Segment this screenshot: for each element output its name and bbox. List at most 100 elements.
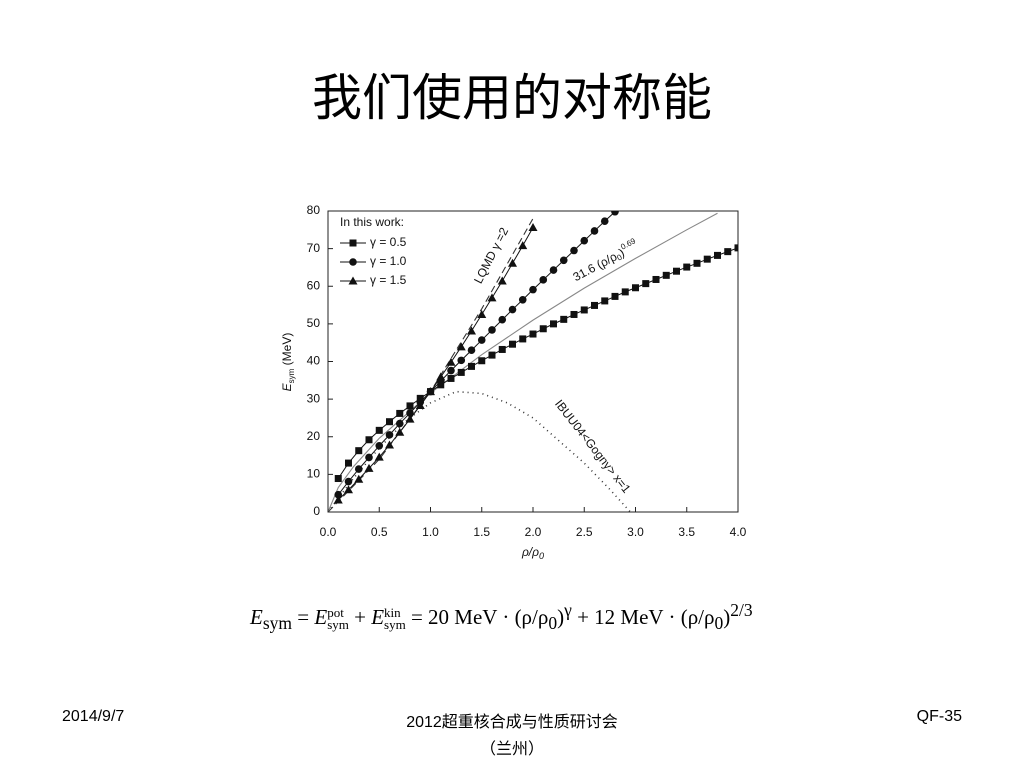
marker bbox=[334, 490, 343, 499]
formula-part: 0 bbox=[548, 613, 558, 634]
y-axis-label: Esym (MeV) bbox=[280, 333, 296, 392]
marker bbox=[611, 292, 619, 300]
marker bbox=[395, 427, 405, 436]
marker bbox=[560, 315, 568, 323]
legend-marker bbox=[348, 276, 358, 285]
formula-part: = 20 MeV · (ρ/ρ bbox=[405, 605, 549, 629]
curve-label-part: 31.6 (ρ/ρ bbox=[571, 249, 620, 284]
marker bbox=[580, 236, 589, 245]
marker bbox=[734, 244, 738, 252]
chart: ρ/ρ0 Esym (MeV) In this work: 0.0 0.5 1.0 1… bbox=[280, 203, 746, 561]
marker bbox=[365, 453, 373, 462]
marker bbox=[446, 357, 456, 366]
curve-label-part: LQMD γ =2 bbox=[471, 225, 511, 286]
formula-stack: kin sym bbox=[384, 605, 406, 633]
marker bbox=[405, 414, 415, 423]
marker bbox=[580, 306, 588, 314]
y-tick-label: 20 bbox=[307, 429, 321, 443]
marker bbox=[714, 251, 721, 259]
marker bbox=[683, 263, 691, 271]
legend-label: γ = 1.5 bbox=[370, 273, 407, 287]
marker bbox=[406, 409, 414, 417]
legend-title: In this work: bbox=[340, 215, 404, 229]
marker bbox=[539, 325, 547, 333]
formula-part: = bbox=[292, 605, 315, 629]
x-tick-label: 0.5 bbox=[371, 525, 388, 539]
x-tick-label: 0.0 bbox=[320, 525, 337, 539]
marker bbox=[550, 320, 557, 328]
marker bbox=[642, 280, 650, 288]
marker bbox=[591, 301, 598, 309]
marker bbox=[632, 284, 639, 292]
formula-part: ) bbox=[723, 605, 731, 629]
formula-part: kin bbox=[384, 605, 401, 621]
marker bbox=[508, 305, 517, 314]
marker bbox=[345, 459, 352, 467]
marker bbox=[406, 402, 414, 410]
marker bbox=[385, 440, 394, 449]
marker bbox=[385, 431, 394, 439]
marker bbox=[570, 246, 578, 255]
marker bbox=[600, 217, 609, 225]
marker bbox=[497, 276, 507, 285]
marker bbox=[456, 342, 466, 351]
series-line bbox=[337, 247, 738, 479]
footer-page: QF-35 bbox=[916, 708, 962, 725]
marker bbox=[375, 426, 383, 434]
formula-stack: pot sym bbox=[327, 606, 349, 633]
y-label-unit: (MeV) bbox=[280, 333, 294, 369]
y-tick-label: 0 bbox=[313, 504, 320, 518]
marker bbox=[519, 335, 527, 343]
formula-part: E bbox=[314, 605, 328, 629]
series-line bbox=[337, 211, 616, 496]
marker bbox=[396, 409, 404, 417]
marker bbox=[447, 374, 455, 382]
y-tick-label: 70 bbox=[307, 241, 321, 255]
marker bbox=[539, 276, 548, 284]
marker bbox=[344, 485, 353, 494]
marker bbox=[477, 336, 486, 344]
footer-date: 2014/9/7 bbox=[62, 708, 125, 725]
marker bbox=[426, 387, 435, 396]
formula-part: sym bbox=[327, 617, 349, 633]
formula-part: 0 bbox=[714, 613, 724, 634]
curve bbox=[328, 212, 718, 512]
x-tick-label: 2.5 bbox=[576, 525, 593, 539]
marker bbox=[559, 256, 568, 265]
marker bbox=[467, 326, 476, 335]
formula-part: sym bbox=[384, 617, 406, 633]
marker bbox=[611, 211, 619, 216]
marker bbox=[529, 285, 537, 294]
marker bbox=[415, 401, 425, 410]
marker bbox=[498, 315, 507, 324]
marker bbox=[355, 447, 363, 455]
x-label-sub: 0 bbox=[539, 551, 544, 561]
formula-part: γ bbox=[564, 600, 572, 620]
legend-marker bbox=[349, 239, 357, 247]
marker bbox=[457, 356, 466, 365]
formula-part: ) bbox=[557, 605, 565, 629]
curve-label-part: 0.69 bbox=[619, 236, 637, 252]
y-tick-label: 50 bbox=[307, 316, 321, 330]
marker bbox=[693, 259, 701, 267]
y-label-main: E bbox=[280, 382, 294, 391]
marker bbox=[528, 223, 538, 232]
marker bbox=[365, 436, 373, 444]
x-label-main: ρ/ρ bbox=[521, 545, 539, 559]
y-tick-label: 30 bbox=[307, 391, 321, 405]
marker bbox=[395, 419, 404, 428]
marker bbox=[354, 474, 364, 483]
curve-label-part: 0 bbox=[616, 252, 625, 262]
y-tick-label: 80 bbox=[307, 203, 321, 217]
footer-text: 2012超重核合成与性质研讨会 bbox=[406, 714, 618, 731]
marker bbox=[468, 362, 475, 370]
marker bbox=[364, 463, 374, 472]
marker bbox=[703, 255, 711, 263]
marker bbox=[498, 345, 506, 353]
x-tick-label: 3.5 bbox=[678, 525, 695, 539]
marker bbox=[508, 258, 517, 267]
y-tick-label: 10 bbox=[307, 467, 321, 481]
curve-label-part: ) bbox=[617, 246, 627, 260]
formula-part: sym bbox=[262, 613, 293, 634]
